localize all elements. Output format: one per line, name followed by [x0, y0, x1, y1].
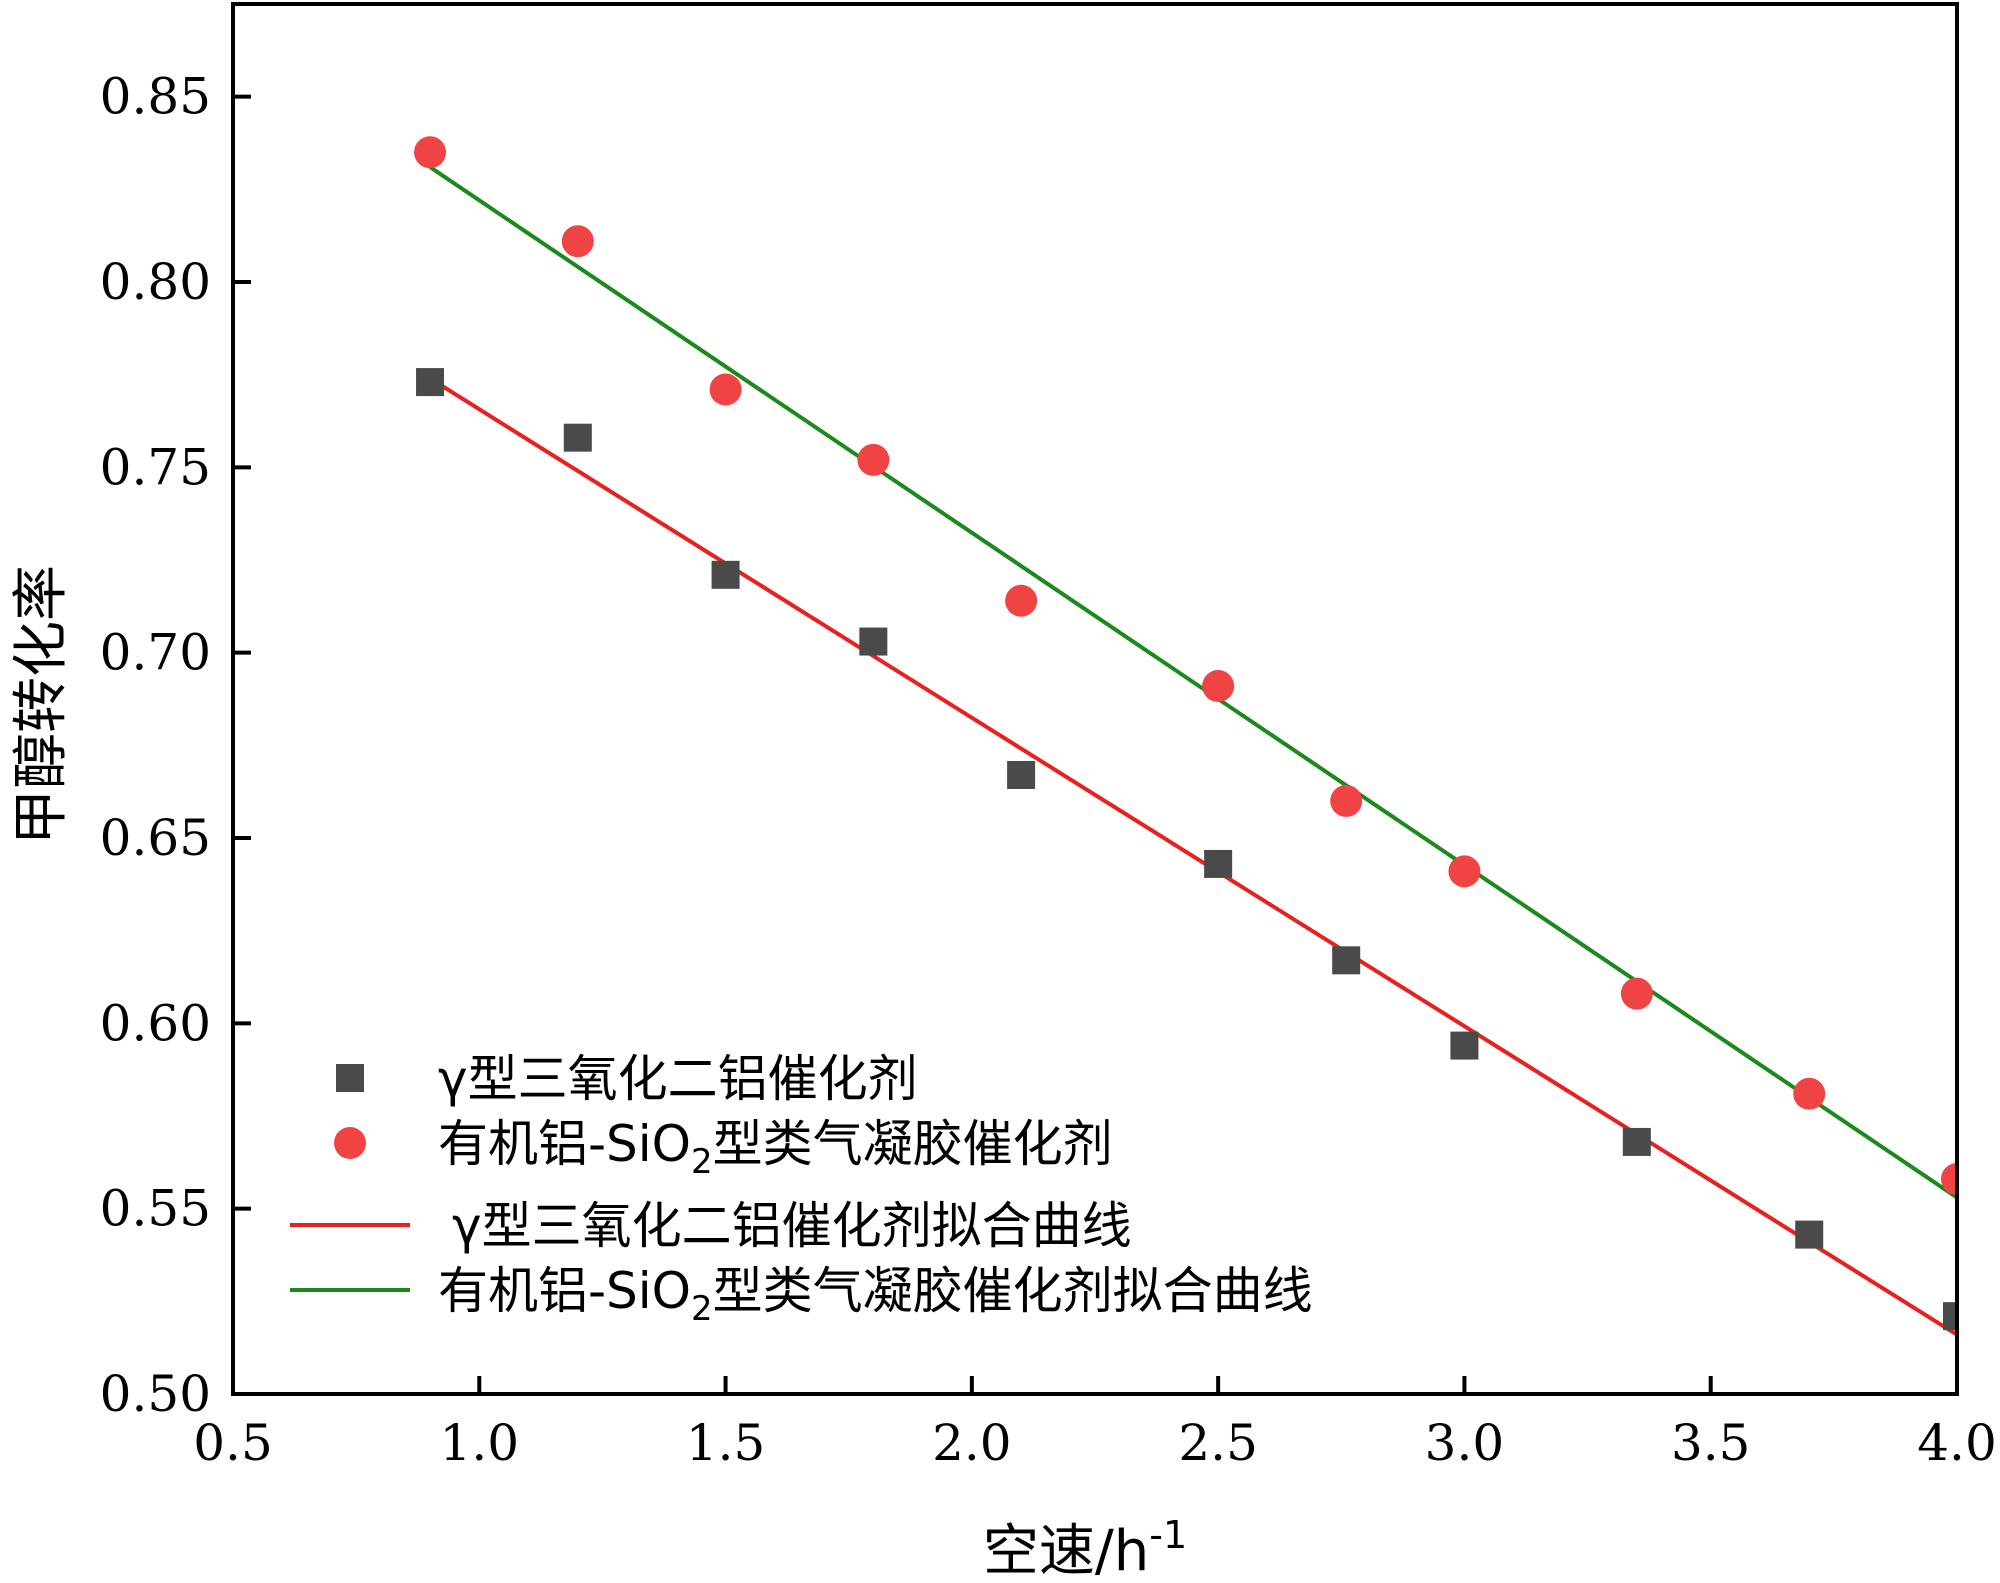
x-axis-title: 空速/h-1: [983, 1513, 1187, 1583]
legend-label: 有机铝-SiO2型类气凝胶催化剂: [438, 1115, 1113, 1182]
x-tick-label: 3.5: [1671, 1414, 1751, 1472]
data-point-square: [563, 423, 592, 452]
legend-label: γ型三氧化二铝催化剂拟合曲线: [452, 1197, 1132, 1255]
x-tick-label: 2.5: [1178, 1414, 1258, 1472]
legend-label-subscript: 2: [691, 1142, 713, 1182]
legend-marker-circle: [334, 1127, 366, 1159]
fit-line-2: [428, 376, 1957, 1337]
data-point-square: [859, 627, 888, 656]
data-point-square: [1204, 849, 1233, 878]
data-point-circle: [1330, 784, 1363, 817]
plot-frame: [231, 2, 1959, 1396]
legend-label: 有机铝-SiO2型类气凝胶催化剂拟合曲线: [438, 1262, 1313, 1329]
x-axis-title-main: 空速/h: [983, 1519, 1149, 1583]
data-point-square: [1007, 760, 1036, 789]
plot-area: [414, 136, 1957, 1337]
x-tick-label: 3.0: [1425, 1414, 1505, 1472]
data-point-circle: [1620, 977, 1653, 1010]
data-point-square: [1795, 1220, 1824, 1249]
data-point-circle: [1005, 584, 1038, 617]
data-point-circle: [561, 225, 594, 258]
x-tick-label: 0.5: [193, 1414, 273, 1472]
x-tick-label: 1.0: [440, 1414, 520, 1472]
data-point-circle: [414, 136, 447, 169]
x-axis-title-superscript: -1: [1149, 1513, 1187, 1557]
fit-lines: [428, 165, 1957, 1337]
x-tick-label: 2.0: [932, 1414, 1012, 1472]
data-point-square: [711, 560, 740, 589]
legend-label-suffix: 型类气凝胶催化剂: [713, 1115, 1113, 1173]
y-tick-label: 0.85: [100, 68, 211, 126]
legend-label: γ型三氧化二铝催化剂: [438, 1050, 918, 1108]
legend-label-main: γ型三氧化二铝催化剂拟合曲线: [452, 1197, 1132, 1255]
data-point-circle: [1793, 1077, 1826, 1110]
legend-label-main: 有机铝-SiO: [438, 1262, 691, 1320]
x-tick-label: 4.0: [1917, 1414, 1997, 1472]
y-tick-label: 0.65: [100, 809, 211, 867]
legend-label-main: 有机铝-SiO: [438, 1115, 691, 1173]
legend-label-main: γ型三氧化二铝催化剂: [438, 1050, 918, 1108]
legend: γ型三氧化二铝催化剂有机铝-SiO2型类气凝胶催化剂γ型三氧化二铝催化剂拟合曲线…: [290, 1050, 1313, 1329]
data-point-circle: [857, 443, 890, 476]
data-point-circle: [1202, 670, 1235, 703]
data-point-circle: [1448, 855, 1481, 888]
legend-label-suffix: 型类气凝胶催化剂拟合曲线: [713, 1262, 1313, 1320]
data-point-square: [1332, 946, 1361, 975]
y-tick-label: 0.50: [100, 1365, 211, 1423]
y-tick-label: 0.55: [100, 1180, 211, 1238]
y-axis-title: 甲醇转化率: [9, 565, 74, 845]
y-tick-label: 0.75: [100, 438, 211, 496]
x-tick-label: 1.5: [686, 1414, 766, 1472]
data-point-square: [1622, 1127, 1651, 1156]
y-axis: 0.50 0.55 0.60 0.65 0.70 0.75 0.80 0.85: [100, 68, 251, 1423]
y-tick-label: 0.60: [100, 994, 211, 1052]
legend-label-subscript: 2: [691, 1289, 713, 1329]
fit-line-3: [428, 165, 1957, 1200]
y-tick-label: 0.80: [100, 253, 211, 311]
data-point-circle: [1941, 1163, 1957, 1196]
markers: [414, 136, 1957, 1331]
x-axis: 0.5 1.0 1.5 2.0 2.5 3.0 3.5 4.0: [193, 1376, 1997, 1472]
data-point-circle: [709, 373, 742, 406]
legend-marker-square: [336, 1064, 364, 1092]
data-point-square: [1450, 1031, 1479, 1060]
y-tick-label: 0.70: [100, 624, 211, 682]
data-point-square: [416, 368, 445, 397]
data-point-square: [1943, 1302, 1957, 1331]
